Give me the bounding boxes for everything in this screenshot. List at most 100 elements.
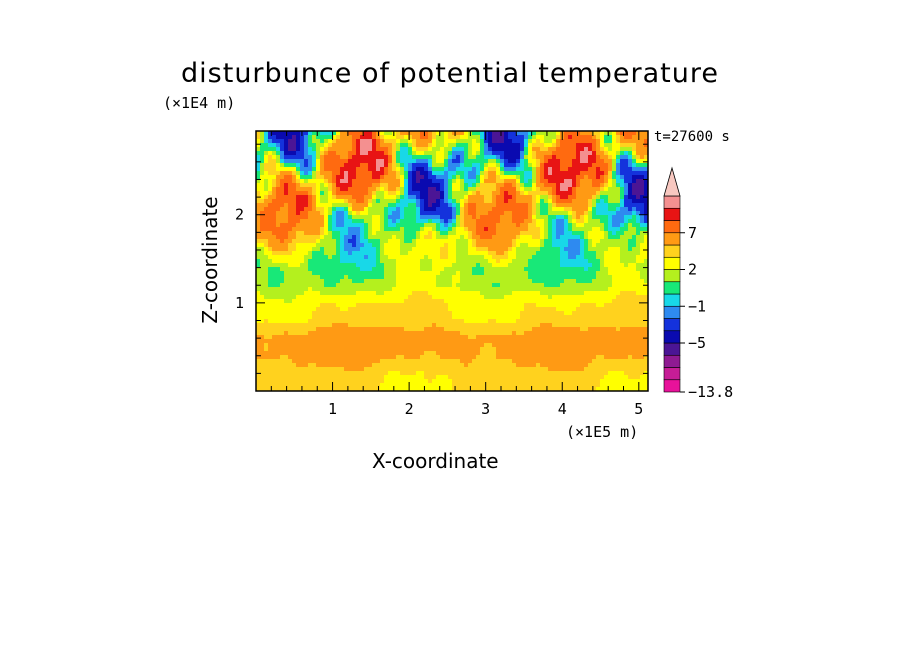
heatmap-cell <box>388 175 392 179</box>
heatmap-cell <box>568 331 572 335</box>
heatmap-cell <box>572 251 576 255</box>
heatmap-cell <box>612 135 616 139</box>
heatmap-cell <box>384 171 388 175</box>
heatmap-cell <box>272 291 276 295</box>
heatmap-cell <box>512 303 516 307</box>
heatmap-cell <box>536 227 540 231</box>
heatmap-cell <box>484 271 488 275</box>
heatmap-cell <box>316 323 320 327</box>
heatmap-cell <box>588 327 592 331</box>
heatmap-cell <box>644 311 648 315</box>
heatmap-cell <box>304 179 308 183</box>
heatmap-cell <box>440 143 444 147</box>
heatmap-cell <box>620 283 624 287</box>
heatmap-cell <box>328 159 332 163</box>
heatmap-cell <box>632 175 636 179</box>
heatmap-cell <box>488 275 492 279</box>
heatmap-cell <box>280 239 284 243</box>
heatmap-cell <box>520 259 524 263</box>
heatmap-cell <box>440 139 444 143</box>
heatmap-cell <box>408 299 412 303</box>
heatmap-cell <box>576 239 580 243</box>
heatmap-cell <box>548 267 552 271</box>
heatmap-cell <box>368 267 372 271</box>
heatmap-cell <box>540 175 544 179</box>
heatmap-cell <box>468 179 472 183</box>
heatmap-cell <box>592 231 596 235</box>
heatmap-cell <box>608 147 612 151</box>
heatmap-cell <box>604 315 608 319</box>
heatmap-cell <box>476 223 480 227</box>
heatmap-cell <box>624 211 628 215</box>
heatmap-cell <box>420 267 424 271</box>
heatmap-cell <box>368 323 372 327</box>
heatmap-cell <box>588 295 592 299</box>
heatmap-cell <box>516 175 520 179</box>
heatmap-cell <box>300 287 304 291</box>
heatmap-cell <box>512 147 516 151</box>
heatmap-cell <box>508 211 512 215</box>
heatmap-cell <box>480 263 484 267</box>
heatmap-cell <box>400 291 404 295</box>
heatmap-cell <box>504 175 508 179</box>
heatmap-cell <box>340 155 344 159</box>
heatmap-cell <box>344 159 348 163</box>
heatmap-cell <box>428 299 432 303</box>
heatmap-cell <box>264 175 268 179</box>
heatmap-cell <box>264 263 268 267</box>
heatmap-cell <box>420 139 424 143</box>
heatmap-cell <box>560 231 564 235</box>
heatmap-cell <box>416 147 420 151</box>
heatmap-cell <box>416 223 420 227</box>
heatmap-cell <box>280 307 284 311</box>
heatmap-cell <box>428 139 432 143</box>
heatmap-cell <box>312 167 316 171</box>
heatmap-cell <box>624 323 628 327</box>
heatmap-cell <box>520 195 524 199</box>
heatmap-cell <box>540 167 544 171</box>
heatmap-cell <box>324 227 328 231</box>
heatmap-cell <box>600 303 604 307</box>
heatmap-cell <box>280 207 284 211</box>
heatmap-cell <box>588 283 592 287</box>
heatmap-cell <box>264 147 268 151</box>
heatmap-cell <box>612 227 616 231</box>
heatmap-cell <box>484 319 488 323</box>
heatmap-cell <box>324 299 328 303</box>
heatmap-cell <box>460 259 464 263</box>
heatmap-cell <box>536 323 540 327</box>
heatmap-cell <box>388 147 392 151</box>
heatmap-cell <box>260 147 264 151</box>
heatmap-cell <box>476 239 480 243</box>
heatmap-cell <box>592 275 596 279</box>
heatmap-cell <box>260 319 264 323</box>
heatmap-cell <box>604 195 608 199</box>
heatmap-cell <box>536 135 540 139</box>
heatmap-cell <box>356 207 360 211</box>
heatmap-cell <box>520 283 524 287</box>
heatmap-cell <box>264 231 268 235</box>
heatmap-cell <box>404 195 408 199</box>
heatmap-cell <box>284 183 288 187</box>
heatmap-cell <box>456 131 460 135</box>
heatmap-cell <box>376 251 380 255</box>
heatmap-cell <box>256 143 260 147</box>
heatmap-cell <box>428 327 432 331</box>
heatmap-cell <box>548 255 552 259</box>
heatmap-cell <box>360 167 364 171</box>
heatmap-cell <box>524 319 528 323</box>
heatmap-cell <box>628 279 632 283</box>
heatmap-cell <box>436 263 440 267</box>
heatmap-cell <box>296 283 300 287</box>
heatmap-cell <box>368 243 372 247</box>
heatmap-cell <box>628 191 632 195</box>
heatmap-cell <box>368 151 372 155</box>
heatmap-cell <box>408 307 412 311</box>
heatmap-cell <box>476 231 480 235</box>
heatmap-cell <box>424 219 428 223</box>
heatmap-cell <box>368 199 372 203</box>
heatmap-cell <box>592 331 596 335</box>
heatmap-cell <box>576 139 580 143</box>
heatmap-cell <box>464 327 468 331</box>
heatmap-cell <box>468 195 472 199</box>
